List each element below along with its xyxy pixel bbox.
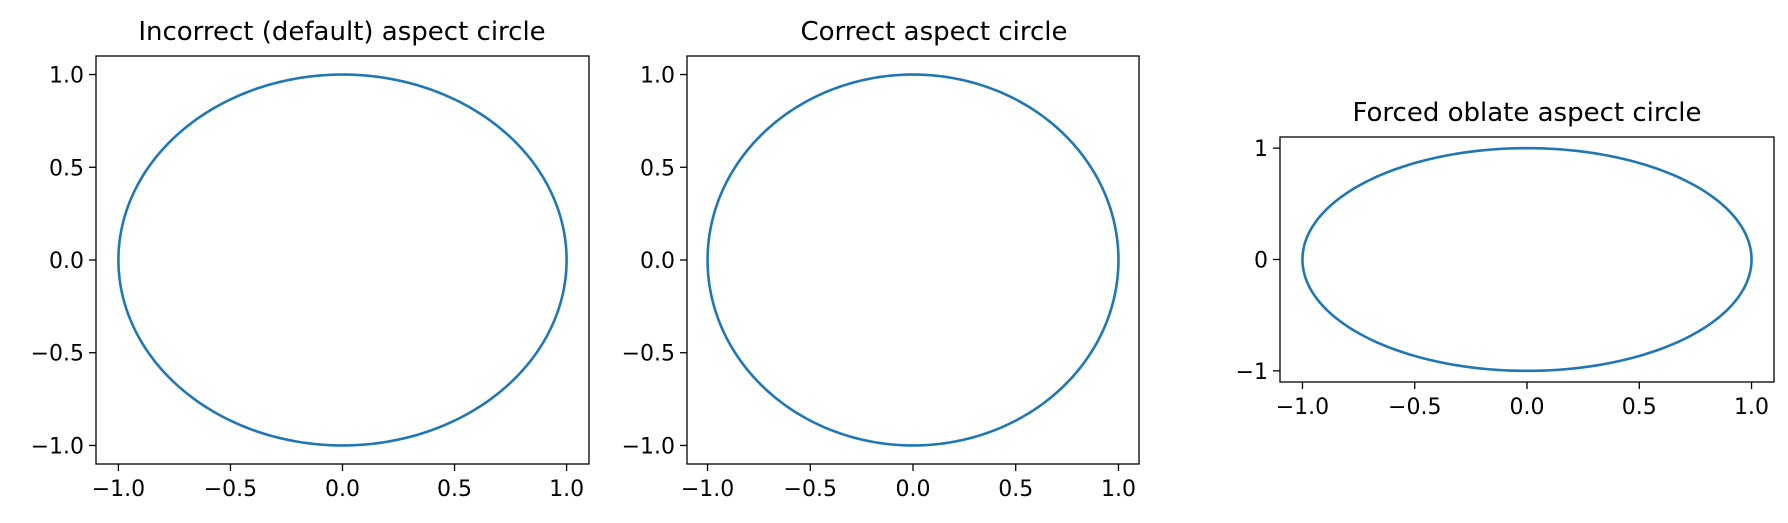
y-tick-label: 0	[1254, 249, 1268, 274]
x-tick-label: 1.0	[1734, 395, 1769, 420]
x-tick-label: 1.0	[549, 477, 584, 502]
subplot-correct-aspect: Correct aspect circle −1.0 −0.5 0.0 0.5 1.0 −…	[622, 17, 1140, 502]
subplot-title: Correct aspect circle	[800, 17, 1067, 47]
y-tick-label: 0.5	[640, 156, 675, 181]
series-line	[117, 73, 568, 447]
x-tick-label: −0.5	[204, 477, 257, 502]
subplot-oblate-aspect: Forced oblate aspect circle −1.0 −0.5 0.0 0…	[1236, 98, 1775, 420]
y-tick-label: −0.5	[622, 342, 675, 367]
y-tick-label: −1	[1236, 360, 1268, 385]
x-tick-label: −1.0	[92, 477, 145, 502]
subplot-incorrect-aspect: Incorrect (default) aspect circle −1.0 −0…	[31, 17, 590, 502]
x-tick-label: −0.5	[1388, 395, 1441, 420]
x-tick-label: 0.0	[1510, 395, 1545, 420]
y-tick-label: 0.0	[49, 249, 84, 274]
y-tick-label: −0.5	[31, 342, 84, 367]
y-tick-label: 1	[1254, 137, 1268, 162]
series-line	[1301, 146, 1753, 373]
x-tick-label: −1.0	[1276, 395, 1329, 420]
x-tick-label: −1.0	[681, 477, 734, 502]
x-tick-label: 0.0	[896, 477, 931, 502]
y-tick-label: 1.0	[49, 64, 84, 89]
y-tick-label: 1.0	[640, 64, 675, 89]
y-tick-label: 0.0	[640, 249, 675, 274]
x-tick-label: 0.5	[1622, 395, 1657, 420]
y-tick-label: 0.5	[49, 156, 84, 181]
x-tick-label: 0.5	[437, 477, 472, 502]
series-line	[706, 73, 1120, 447]
x-tick-label: −0.5	[784, 477, 837, 502]
x-tick-label: 0.0	[325, 477, 360, 502]
y-tick-label: −1.0	[622, 434, 675, 459]
y-tick-label: −1.0	[31, 434, 84, 459]
subplot-title: Incorrect (default) aspect circle	[138, 17, 545, 47]
x-tick-label: 0.5	[998, 477, 1033, 502]
x-tick-label: 1.0	[1101, 477, 1136, 502]
subplot-title: Forced oblate aspect circle	[1352, 98, 1701, 128]
